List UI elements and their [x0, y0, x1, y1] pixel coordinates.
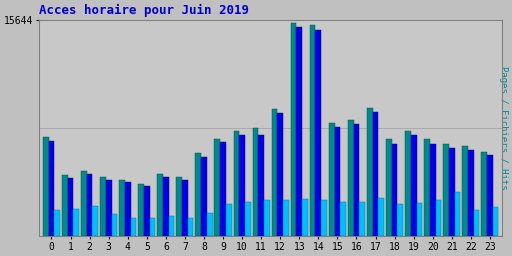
Bar — [392, 144, 397, 236]
Bar — [226, 205, 231, 236]
Bar — [233, 131, 239, 236]
Bar — [302, 199, 308, 236]
Bar — [397, 205, 403, 236]
Bar — [449, 148, 455, 236]
Bar — [481, 152, 487, 236]
Bar — [163, 177, 169, 236]
Bar — [411, 135, 416, 236]
Bar — [278, 113, 283, 236]
Bar — [359, 202, 365, 236]
Bar — [201, 157, 207, 236]
Text: Acces horaire pour Juin 2019: Acces horaire pour Juin 2019 — [39, 4, 249, 17]
Bar — [68, 178, 73, 236]
Bar — [474, 210, 479, 236]
Bar — [62, 175, 68, 236]
Bar — [252, 128, 258, 236]
Bar — [310, 25, 315, 236]
Bar — [348, 120, 354, 236]
Bar — [43, 137, 49, 236]
Bar — [272, 109, 278, 236]
Bar — [220, 142, 226, 236]
Bar — [196, 153, 201, 236]
Bar — [207, 213, 212, 236]
Bar — [73, 209, 79, 236]
Bar — [296, 27, 302, 236]
Bar — [112, 214, 117, 236]
Bar — [131, 218, 136, 236]
Bar — [176, 177, 182, 236]
Bar — [436, 200, 441, 236]
Bar — [87, 174, 93, 236]
Bar — [416, 203, 422, 236]
Bar — [215, 140, 220, 236]
Bar — [340, 202, 346, 236]
Bar — [367, 108, 373, 236]
Bar — [487, 155, 493, 236]
Bar — [430, 144, 436, 236]
Bar — [144, 186, 150, 236]
Bar — [93, 206, 98, 236]
Bar — [291, 23, 296, 236]
Bar — [462, 146, 468, 236]
Bar — [157, 174, 163, 236]
Bar — [169, 216, 175, 236]
Bar — [245, 202, 251, 236]
Bar — [493, 207, 499, 236]
Bar — [182, 179, 188, 236]
Bar — [239, 135, 245, 236]
Bar — [119, 179, 125, 236]
Bar — [386, 140, 392, 236]
Bar — [125, 182, 131, 236]
Bar — [405, 131, 411, 236]
Bar — [334, 127, 340, 236]
Bar — [315, 30, 321, 236]
Bar — [54, 210, 60, 236]
Bar — [106, 179, 112, 236]
Bar — [49, 141, 54, 236]
Bar — [443, 144, 449, 236]
Bar — [329, 123, 334, 236]
Y-axis label: Pages / Fichiers / Hits: Pages / Fichiers / Hits — [499, 66, 508, 190]
Bar — [150, 218, 155, 236]
Bar — [373, 112, 378, 236]
Bar — [138, 184, 144, 236]
Bar — [468, 151, 474, 236]
Bar — [321, 200, 327, 236]
Bar — [258, 135, 264, 236]
Bar — [424, 140, 430, 236]
Bar — [100, 177, 106, 236]
Bar — [81, 171, 87, 236]
Bar — [188, 218, 194, 236]
Bar — [283, 200, 289, 236]
Bar — [455, 192, 460, 236]
Bar — [354, 124, 359, 236]
Bar — [378, 198, 384, 236]
Bar — [264, 200, 270, 236]
